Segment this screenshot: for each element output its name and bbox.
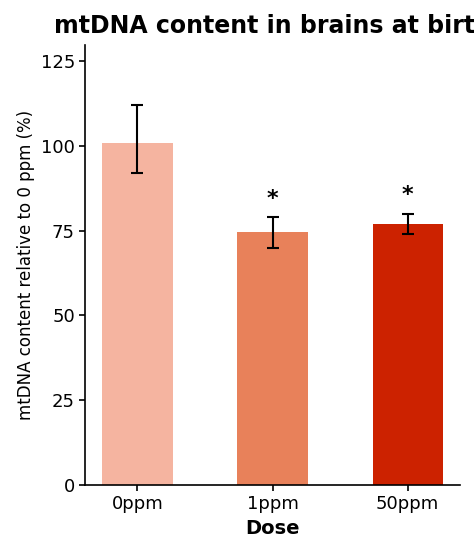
Title: mtDNA content in brains at birth: mtDNA content in brains at birth [54, 14, 474, 38]
X-axis label: Dose: Dose [246, 519, 300, 538]
Bar [102, 143, 173, 485]
Y-axis label: mtDNA content relative to 0 ppm (%): mtDNA content relative to 0 ppm (%) [17, 110, 35, 419]
Bar [237, 232, 308, 485]
Bar [373, 224, 443, 485]
Text: *: * [267, 189, 278, 209]
Text: *: * [402, 185, 413, 206]
